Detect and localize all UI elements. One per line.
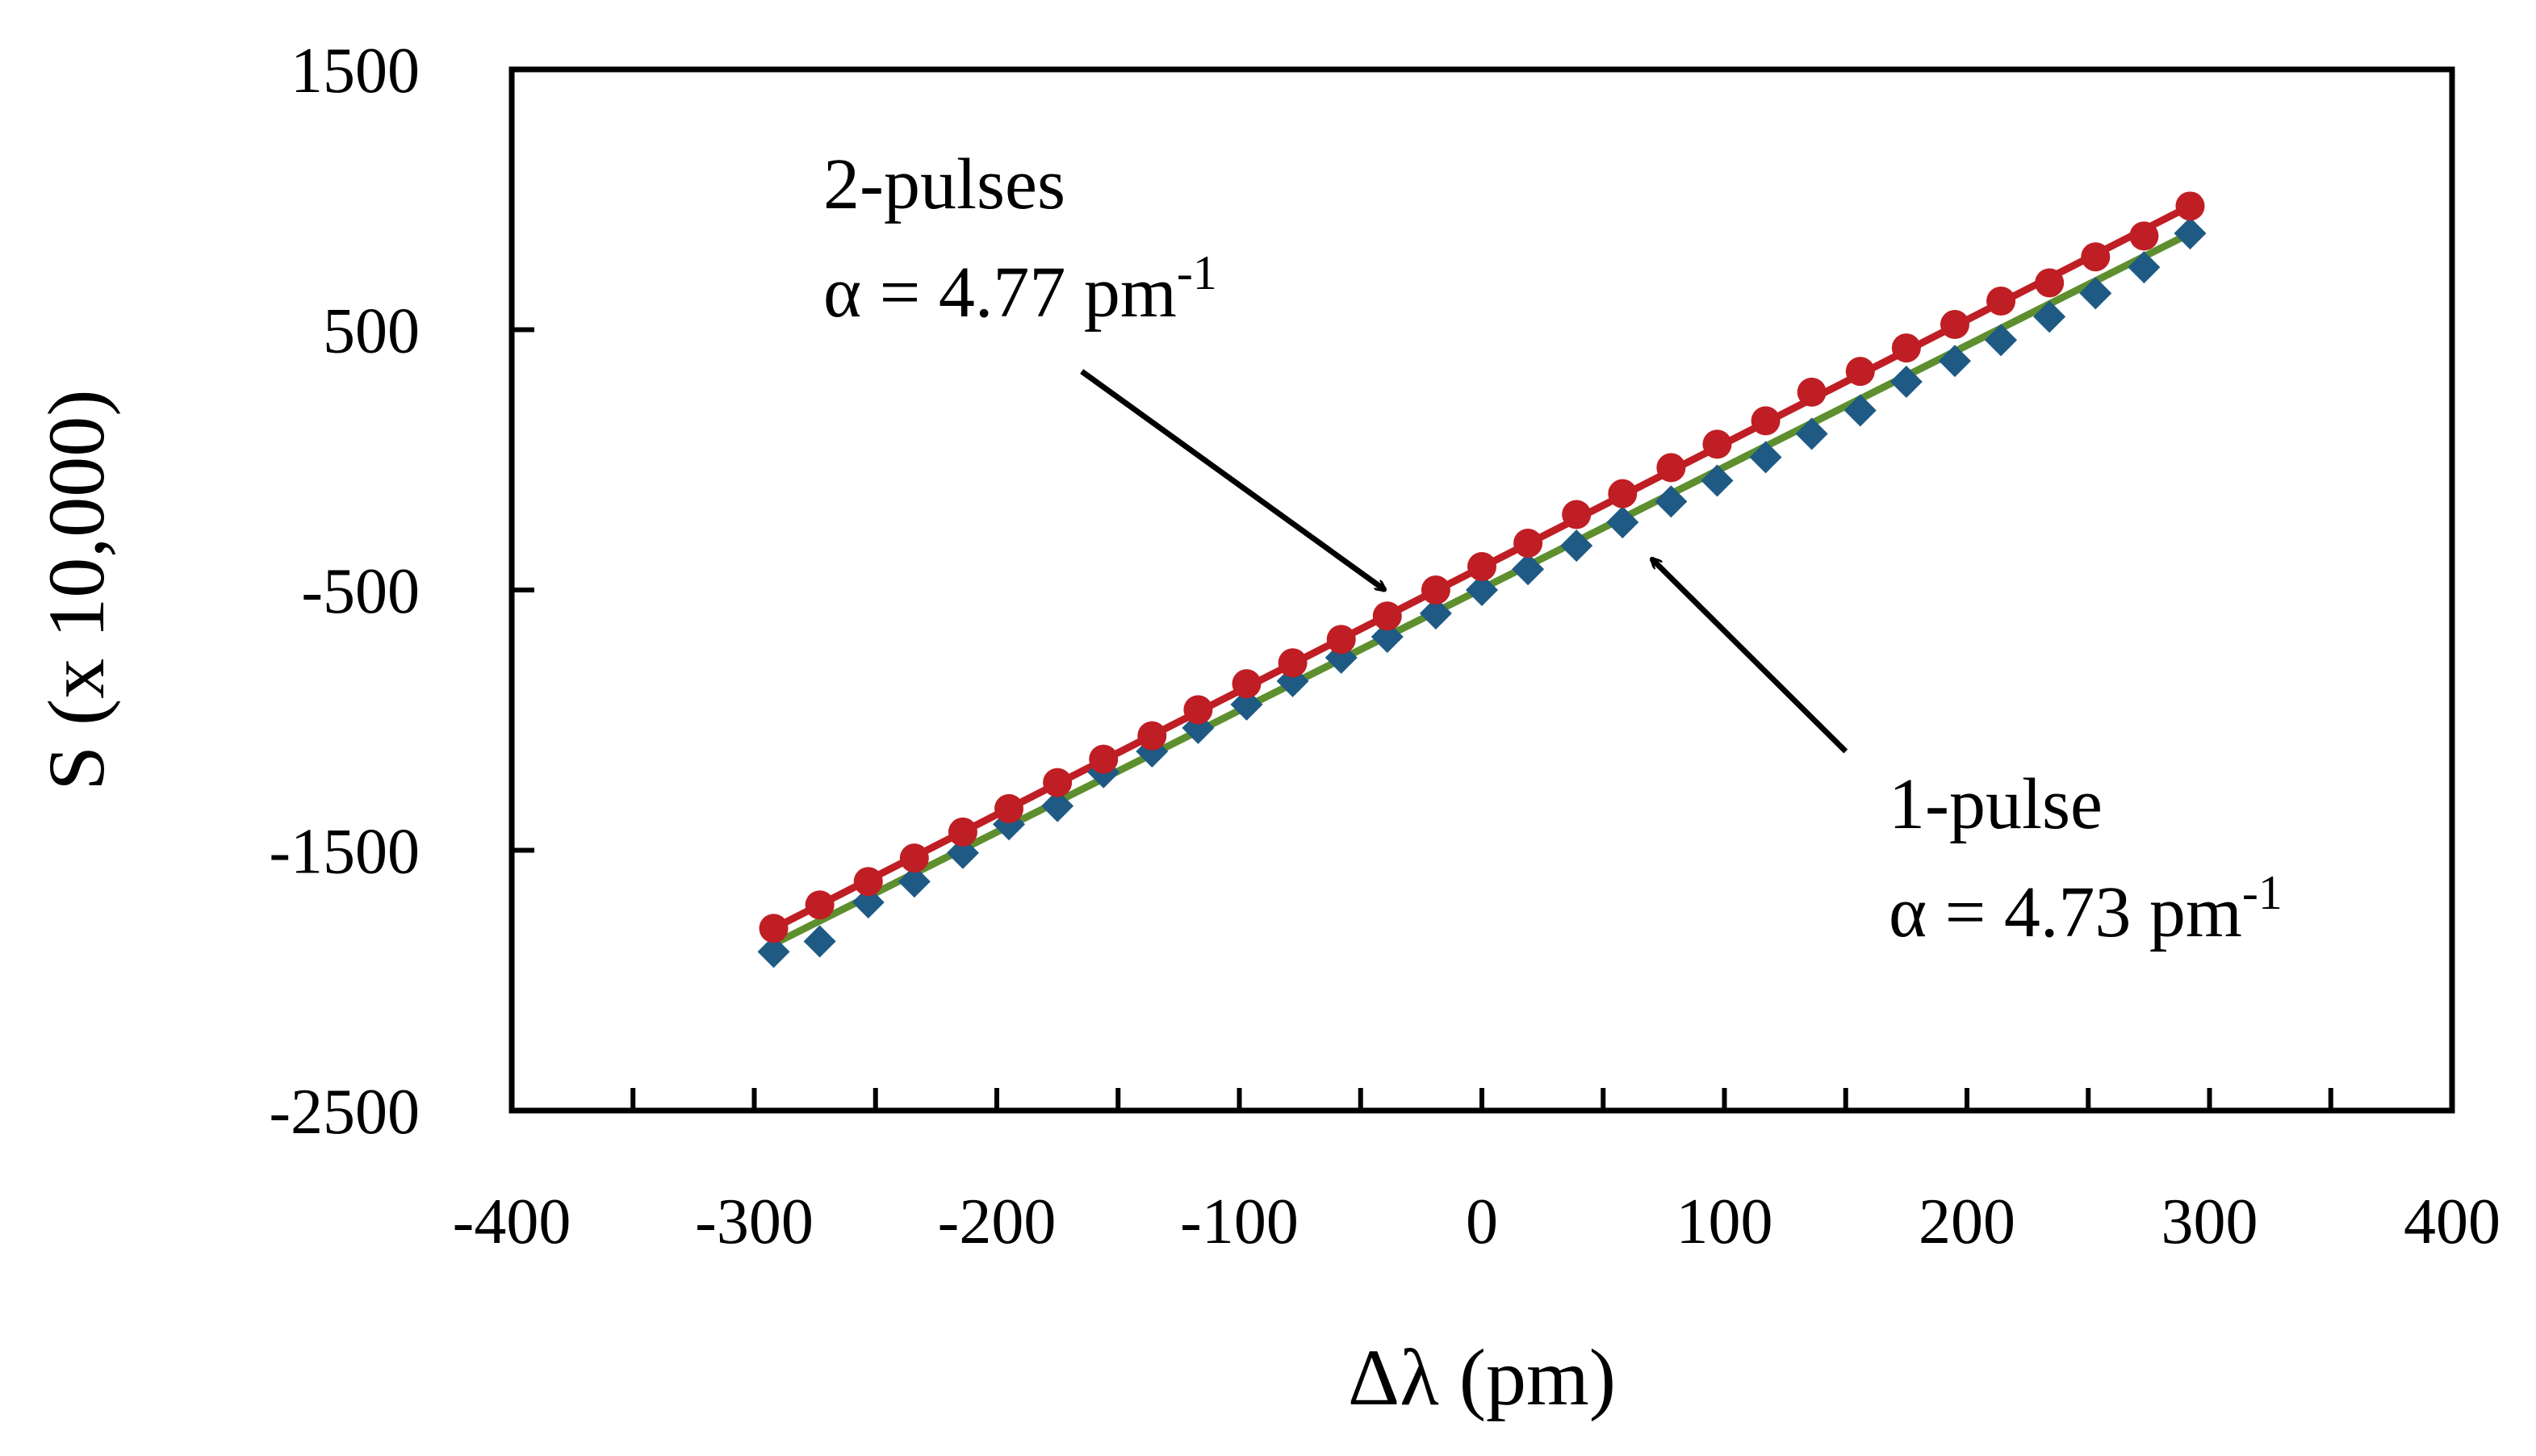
marker-series-0-point-6 bbox=[1043, 768, 1073, 797]
marker-series-0-point-29 bbox=[2129, 221, 2159, 251]
marker-series-0-point-0 bbox=[759, 914, 789, 943]
annotation-2-pulses-alpha-value: α = 4.77 pm bbox=[823, 253, 1177, 333]
marker-series-0-point-20 bbox=[1702, 429, 1732, 459]
marker-series-1-point-24 bbox=[1889, 366, 1923, 398]
x-tick-label--300: -300 bbox=[695, 1186, 814, 1257]
marker-series-0-point-5 bbox=[994, 793, 1024, 823]
annotation-1-pulse-alpha-sup: -1 bbox=[2242, 866, 2283, 919]
data-markers bbox=[757, 191, 2207, 969]
marker-series-0-point-19 bbox=[1656, 453, 1686, 483]
y-axis-ticks bbox=[512, 327, 534, 853]
marker-series-1-point-10 bbox=[1230, 688, 1263, 721]
marker-series-0-point-22 bbox=[1797, 377, 1827, 407]
marker-series-0-point-17 bbox=[1562, 500, 1592, 529]
marker-series-0-point-21 bbox=[1751, 406, 1781, 436]
x-tick-label--400: -400 bbox=[453, 1186, 571, 1257]
marker-series-0-point-25 bbox=[1940, 310, 1969, 340]
x-axis-ticks bbox=[630, 1088, 2333, 1111]
marker-series-1-point-29 bbox=[2128, 251, 2161, 284]
annotation-2-pulses: 2-pulses α = 4.77 pm-1 bbox=[823, 144, 1385, 590]
x-axis-title: Δλ (pm) bbox=[1348, 1333, 1616, 1422]
x-tick-label-200: 200 bbox=[1919, 1186, 2015, 1257]
x-axis-tick-labels: -400 -300 -200 -100 0 100 200 300 400 bbox=[453, 1186, 2500, 1257]
y-tick-label-500: 500 bbox=[323, 296, 420, 367]
x-tick-label-400: 400 bbox=[2404, 1186, 2500, 1257]
marker-series-1-point-20 bbox=[1701, 464, 1734, 497]
marker-series-1-point-1 bbox=[803, 925, 836, 958]
x-tick-label--100: -100 bbox=[1180, 1186, 1299, 1257]
marker-series-1-point-26 bbox=[1985, 324, 2018, 357]
marker-series-0-point-30 bbox=[2175, 191, 2205, 221]
y-tick-label--1500: -1500 bbox=[269, 817, 420, 888]
marker-series-0-point-9 bbox=[1183, 695, 1213, 725]
marker-series-0-point-23 bbox=[1845, 357, 1875, 387]
marker-series-0-point-4 bbox=[948, 817, 977, 847]
annotation-1-pulse-alpha-value: α = 4.73 pm bbox=[1889, 872, 2242, 952]
marker-series-1-point-25 bbox=[1938, 345, 1971, 378]
marker-series-0-point-8 bbox=[1137, 721, 1167, 751]
marker-series-0-point-16 bbox=[1513, 528, 1543, 558]
marker-series-1-point-28 bbox=[2079, 277, 2112, 310]
y-tick-label-1500: 1500 bbox=[291, 36, 420, 107]
y-axis-title: S (x 10,000) bbox=[31, 389, 121, 790]
annotation-2-pulses-title: 2-pulses bbox=[823, 144, 1065, 224]
x-tick-label-0: 0 bbox=[1466, 1186, 1498, 1257]
marker-series-1-point-22 bbox=[1795, 417, 1828, 450]
marker-series-0-point-10 bbox=[1232, 669, 1262, 699]
marker-series-1-point-17 bbox=[1560, 529, 1593, 563]
marker-series-0-point-24 bbox=[1891, 333, 1921, 363]
arrow-1-pulse bbox=[1651, 559, 1848, 754]
annotation-2-pulses-alpha-sup: -1 bbox=[1177, 246, 1217, 299]
marker-series-0-point-11 bbox=[1278, 648, 1308, 678]
y-tick-label--2500: -2500 bbox=[269, 1077, 420, 1148]
marker-series-0-point-27 bbox=[2035, 268, 2065, 298]
marker-series-1-point-21 bbox=[1749, 441, 1782, 474]
marker-series-1-point-4 bbox=[946, 836, 979, 869]
marker-series-0-point-18 bbox=[1608, 479, 1638, 508]
marker-series-0-point-3 bbox=[899, 843, 929, 873]
marker-series-0-point-12 bbox=[1326, 625, 1356, 655]
marker-series-0-point-13 bbox=[1372, 601, 1402, 631]
marker-series-0-point-28 bbox=[2081, 242, 2111, 272]
marker-series-0-point-1 bbox=[805, 890, 835, 920]
x-tick-label--200: -200 bbox=[938, 1186, 1057, 1257]
marker-series-1-point-23 bbox=[1843, 394, 1877, 427]
annotation-1-pulse-title: 1-pulse bbox=[1889, 764, 2103, 844]
marker-series-1-point-6 bbox=[1041, 789, 1074, 822]
marker-series-0-point-7 bbox=[1089, 744, 1119, 774]
arrow-2-pulses bbox=[1080, 369, 1385, 590]
marker-series-0-point-15 bbox=[1467, 551, 1496, 581]
marker-series-0-point-14 bbox=[1421, 575, 1450, 605]
marker-series-1-point-3 bbox=[898, 865, 931, 898]
annotation-1-pulse-alpha: α = 4.73 pm-1 bbox=[1889, 866, 2283, 952]
annotation-1-pulse: 1-pulse α = 4.73 pm-1 bbox=[1651, 559, 2283, 952]
x-tick-label-100: 100 bbox=[1676, 1186, 1773, 1257]
marker-series-1-point-18 bbox=[1606, 506, 1639, 539]
annotation-2-pulses-alpha: α = 4.77 pm-1 bbox=[823, 246, 1217, 333]
marker-series-1-point-0 bbox=[757, 935, 790, 969]
marker-series-1-point-13 bbox=[1371, 621, 1404, 654]
marker-series-1-point-19 bbox=[1655, 485, 1688, 518]
marker-series-1-point-15 bbox=[1466, 574, 1498, 606]
y-tick-label--500: -500 bbox=[301, 556, 420, 627]
x-tick-label-300: 300 bbox=[2161, 1186, 2258, 1257]
marker-series-1-point-30 bbox=[2174, 217, 2207, 250]
marker-series-0-point-2 bbox=[853, 867, 883, 897]
marker-series-1-point-27 bbox=[2033, 300, 2066, 333]
marker-series-1-point-14 bbox=[1419, 597, 1452, 630]
marker-series-1-point-16 bbox=[1512, 553, 1545, 586]
marker-series-1-point-2 bbox=[852, 886, 885, 918]
y-axis-tick-labels: 1500 500 -500 -1500 -2500 bbox=[269, 36, 420, 1148]
marker-series-0-point-26 bbox=[1986, 287, 2016, 316]
